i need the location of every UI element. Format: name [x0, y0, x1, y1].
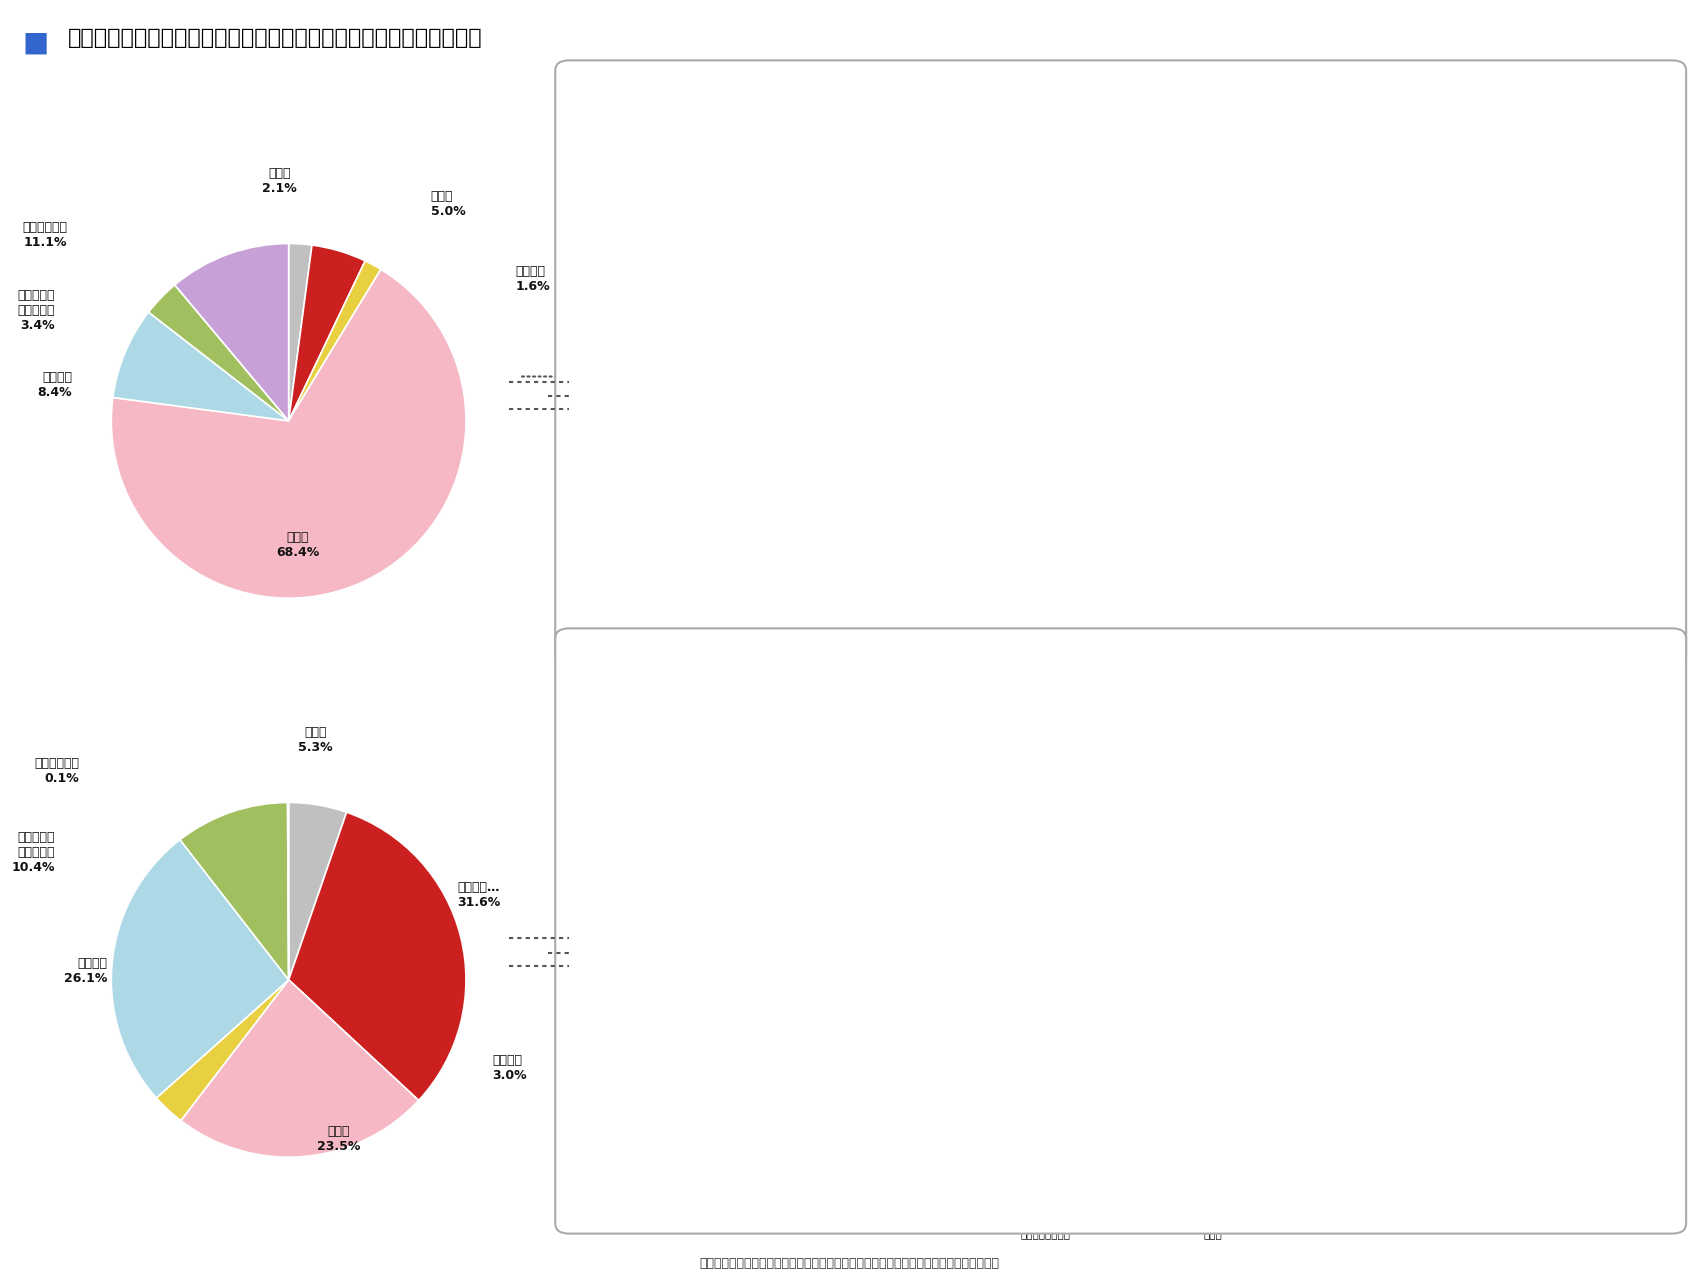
Bar — [827, 497, 931, 630]
Wedge shape — [156, 979, 289, 1121]
Bar — [661, 377, 764, 630]
Bar — [1161, 696, 1265, 1198]
Wedge shape — [112, 270, 465, 598]
Text: その他
2.1%: その他 2.1% — [263, 167, 297, 195]
Wedge shape — [180, 803, 289, 979]
Text: 46.1%: 46.1% — [1022, 1076, 1070, 1090]
Bar — [1328, 573, 1431, 630]
Bar — [661, 717, 764, 1198]
Text: 96.0%: 96.0% — [688, 950, 735, 964]
Bar — [1494, 577, 1598, 630]
Bar — [1328, 988, 1431, 1198]
Text: 大学卒
5.0%: 大学卒 5.0% — [431, 190, 465, 218]
Text: 大学卒・…
31.6%: 大学卒・… 31.6% — [457, 880, 501, 908]
Bar — [1161, 128, 1265, 630]
Text: 大学中退
1.6%: 大学中退 1.6% — [516, 265, 550, 293]
Text: 高校卒
23.5%: 高校卒 23.5% — [316, 1126, 360, 1154]
Wedge shape — [182, 979, 419, 1156]
Text: ▼入学者に占める「大学卒業者」が多い上位６系統: ▼入学者に占める「大学卒業者」が多い上位６系統 — [642, 644, 827, 657]
Bar — [1494, 128, 1598, 630]
Text: 10.4%: 10.4% — [1523, 596, 1571, 610]
Wedge shape — [289, 261, 380, 420]
Bar — [1494, 1024, 1598, 1198]
Bar — [1161, 969, 1265, 1198]
Bar — [1328, 128, 1431, 630]
Wedge shape — [175, 243, 289, 420]
Text: 専門学校入学者の主な出身学歴層と「キャリア進学者」の分野内割合: 専門学校入学者の主な出身学歴層と「キャリア進学者」の分野内割合 — [68, 28, 482, 49]
Bar — [661, 696, 764, 1198]
Wedge shape — [112, 312, 289, 420]
Text: 短期大学・
専門学校卒
3.4%: 短期大学・ 専門学校卒 3.4% — [17, 289, 54, 333]
Bar — [1494, 696, 1598, 1198]
Wedge shape — [289, 243, 312, 420]
Text: 大学中退
3.0%: 大学中退 3.0% — [492, 1055, 526, 1082]
Text: （資料：東京都専修学校各種学校協会「平成２６年度専修学校各種学校調査統計資料」）: （資料：東京都専修学校各種学校協会「平成２６年度専修学校各種学校調査統計資料」） — [700, 1257, 998, 1270]
Text: 昼間部: 昼間部 — [112, 155, 153, 176]
Text: 17.1%: 17.1% — [1189, 580, 1236, 594]
Wedge shape — [112, 839, 289, 1097]
Bar — [1328, 696, 1431, 1198]
Text: 高校既卒
8.4%: 高校既卒 8.4% — [37, 371, 73, 400]
Text: 11.2%: 11.2% — [1355, 595, 1404, 609]
Bar — [993, 518, 1097, 630]
Wedge shape — [148, 285, 289, 420]
Bar — [993, 696, 1097, 1198]
Bar — [661, 128, 764, 630]
Bar — [827, 128, 931, 630]
Bar — [1161, 544, 1265, 630]
Bar — [827, 950, 931, 1198]
Wedge shape — [289, 802, 346, 979]
Text: 49.5%: 49.5% — [854, 1067, 903, 1081]
Wedge shape — [289, 812, 465, 1100]
Text: ▼入学者に占める「大学卒業者」が多い上位６系統: ▼入学者に占める「大学卒業者」が多い上位６系統 — [642, 76, 827, 89]
Text: 夜間部: 夜間部 — [112, 734, 153, 754]
Text: 50.5%: 50.5% — [688, 496, 735, 510]
Text: 外国人留学生
11.1%: 外国人留学生 11.1% — [22, 221, 66, 248]
Text: 22.2%: 22.2% — [1022, 567, 1070, 581]
Text: 外国人留学生
0.1%: 外国人留学生 0.1% — [34, 757, 80, 785]
Text: 45.7%: 45.7% — [1189, 1076, 1236, 1090]
Text: 短期大学・
専門学校卒
10.4%: 短期大学・ 専門学校卒 10.4% — [12, 830, 54, 874]
Bar — [827, 696, 931, 1198]
Text: ■: ■ — [22, 28, 48, 57]
Wedge shape — [289, 245, 365, 420]
Text: 26.3%: 26.3% — [854, 556, 903, 571]
Text: 在籍者はほぼ全員「大学卒」: 在籍者はほぼ全員「大学卒」 — [720, 717, 1014, 813]
Text: 高校既卒
26.1%: 高校既卒 26.1% — [65, 957, 107, 984]
Text: その他
5.3%: その他 5.3% — [297, 726, 333, 754]
Text: 41.8%: 41.8% — [1355, 1086, 1404, 1100]
Text: 高校卒
68.4%: 高校卒 68.4% — [275, 531, 319, 559]
Text: 34.5%: 34.5% — [1523, 1104, 1571, 1118]
Bar — [993, 128, 1097, 630]
Bar — [993, 966, 1097, 1198]
Text: 在籍者の半数以上が「大学卒」: 在籍者の半数以上が「大学卒」 — [720, 233, 1019, 374]
